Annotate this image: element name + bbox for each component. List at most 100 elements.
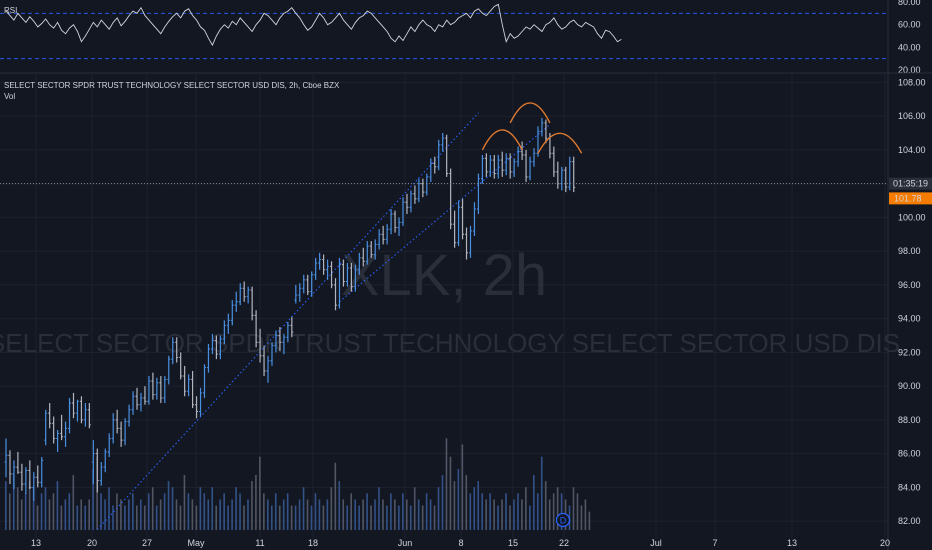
candle[interactable] bbox=[83, 403, 87, 427]
candle[interactable] bbox=[119, 421, 123, 447]
candle[interactable] bbox=[369, 241, 373, 258]
time-axis[interactable]: 13 20 27 May 11 18 Jun 8 15 22 Jul 7 13 20 bbox=[31, 538, 890, 548]
candle[interactable] bbox=[274, 330, 278, 353]
candle[interactable] bbox=[206, 343, 210, 373]
candle[interactable] bbox=[461, 198, 465, 240]
candle[interactable] bbox=[453, 210, 457, 248]
candle[interactable] bbox=[326, 259, 330, 280]
candle[interactable] bbox=[8, 450, 12, 485]
candle[interactable] bbox=[60, 414, 64, 441]
candle[interactable] bbox=[75, 399, 79, 422]
event-badge-icon[interactable] bbox=[555, 512, 571, 528]
candle[interactable] bbox=[425, 173, 429, 196]
candle[interactable] bbox=[111, 413, 115, 444]
candle[interactable] bbox=[310, 271, 314, 297]
candle[interactable] bbox=[397, 217, 401, 236]
candle[interactable] bbox=[250, 286, 254, 321]
candle[interactable] bbox=[302, 274, 306, 294]
event-badge[interactable]: D bbox=[555, 512, 571, 528]
candle[interactable] bbox=[222, 320, 226, 344]
candle[interactable] bbox=[536, 126, 540, 157]
candle[interactable] bbox=[544, 119, 548, 144]
candle[interactable] bbox=[99, 462, 103, 486]
candle[interactable] bbox=[504, 153, 508, 176]
candle[interactable] bbox=[214, 335, 218, 360]
candle[interactable] bbox=[421, 178, 425, 198]
candle[interactable] bbox=[322, 254, 326, 275]
candle[interactable] bbox=[266, 355, 270, 383]
symbol-title[interactable]: SELECT SECTOR SPDR TRUST TECHNOLOGY SELE… bbox=[4, 81, 340, 90]
candle[interactable] bbox=[357, 252, 361, 275]
candle[interactable] bbox=[532, 148, 536, 167]
candle[interactable] bbox=[429, 158, 433, 182]
candle[interactable] bbox=[91, 440, 95, 485]
candle[interactable] bbox=[528, 156, 532, 181]
candle[interactable] bbox=[385, 224, 389, 245]
trendline[interactable] bbox=[339, 124, 551, 303]
candle[interactable] bbox=[95, 448, 99, 493]
candle[interactable] bbox=[199, 387, 203, 417]
candle[interactable] bbox=[318, 252, 322, 270]
candle[interactable] bbox=[147, 376, 151, 405]
candle[interactable] bbox=[480, 154, 484, 184]
candle[interactable] bbox=[20, 463, 24, 491]
candle[interactable] bbox=[28, 460, 32, 490]
candle[interactable] bbox=[171, 337, 175, 365]
candle[interactable] bbox=[203, 364, 206, 398]
candle[interactable] bbox=[52, 416, 56, 444]
candle[interactable] bbox=[294, 284, 298, 304]
candle[interactable] bbox=[516, 146, 520, 167]
candle[interactable] bbox=[195, 396, 199, 419]
candle[interactable] bbox=[472, 202, 476, 236]
candle[interactable] bbox=[64, 421, 68, 447]
pattern-arc[interactable] bbox=[509, 102, 551, 124]
candle[interactable] bbox=[242, 281, 246, 302]
candle[interactable] bbox=[286, 322, 290, 343]
pattern-arc[interactable] bbox=[481, 129, 523, 151]
candle[interactable] bbox=[468, 225, 472, 258]
candle[interactable] bbox=[87, 403, 91, 429]
candle[interactable] bbox=[218, 335, 222, 360]
candle[interactable] bbox=[139, 392, 143, 412]
candle[interactable] bbox=[373, 239, 377, 260]
candle[interactable] bbox=[262, 345, 266, 377]
volume-label[interactable]: Vol bbox=[4, 92, 15, 101]
candle[interactable] bbox=[127, 404, 131, 427]
candle[interactable] bbox=[71, 392, 75, 419]
candle[interactable] bbox=[44, 409, 48, 446]
candle[interactable] bbox=[341, 259, 345, 287]
candle[interactable] bbox=[520, 141, 524, 161]
candle[interactable] bbox=[155, 377, 159, 400]
candle[interactable] bbox=[226, 313, 230, 334]
candle[interactable] bbox=[32, 472, 36, 501]
candle-series[interactable] bbox=[4, 117, 576, 501]
candle[interactable] bbox=[163, 376, 167, 404]
candle[interactable] bbox=[40, 457, 44, 488]
candle[interactable] bbox=[337, 257, 341, 309]
candle[interactable] bbox=[123, 418, 127, 446]
candle[interactable] bbox=[135, 387, 139, 410]
candle[interactable] bbox=[449, 168, 453, 230]
candle[interactable] bbox=[476, 173, 480, 215]
candle[interactable] bbox=[270, 342, 274, 366]
trendlines[interactable] bbox=[96, 112, 551, 530]
candle[interactable] bbox=[524, 149, 528, 182]
candle[interactable] bbox=[191, 370, 195, 409]
candle[interactable] bbox=[103, 448, 107, 473]
candle[interactable] bbox=[465, 227, 469, 260]
candle[interactable] bbox=[381, 225, 385, 245]
candle[interactable] bbox=[492, 154, 496, 179]
candle[interactable] bbox=[433, 156, 437, 174]
candle[interactable] bbox=[36, 465, 40, 488]
candle[interactable] bbox=[282, 333, 286, 355]
candle[interactable] bbox=[187, 374, 191, 397]
candle[interactable] bbox=[568, 156, 572, 191]
candle[interactable] bbox=[131, 391, 135, 415]
candle[interactable] bbox=[159, 376, 163, 404]
candle[interactable] bbox=[552, 146, 556, 177]
candle[interactable] bbox=[361, 247, 365, 267]
candle[interactable] bbox=[230, 300, 234, 326]
candle[interactable] bbox=[254, 310, 258, 348]
candle[interactable] bbox=[258, 328, 262, 363]
